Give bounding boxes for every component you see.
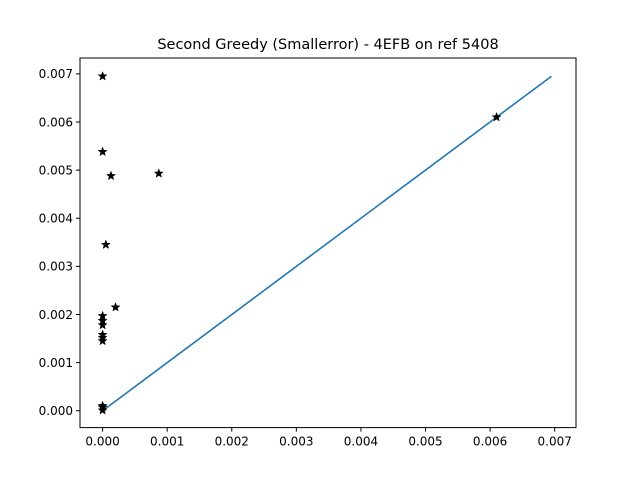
chart-title: Second Greedy (Smallerror) - 4EFB on ref…: [157, 37, 498, 53]
data-point-star: [97, 146, 108, 157]
y-tick-label: 0.006: [39, 115, 73, 129]
data-point-star: [110, 301, 121, 312]
y-axis: 0.000 0.001 0.002 0.003 0.004 0.005 0.006 0.007: [39, 67, 80, 418]
data-point-star: [97, 70, 108, 81]
x-tick-label: 0.005: [408, 435, 442, 449]
y-tick-label: 0.004: [39, 212, 73, 226]
y-tick-label: 0.000: [39, 404, 73, 418]
data-point-star: [491, 111, 502, 122]
plot-area-frame: [79, 57, 577, 429]
data-point-star: [97, 335, 108, 346]
x-tick-label: 0.006: [473, 435, 507, 449]
x-tick-label: 0.000: [85, 435, 119, 449]
x-tick-label: 0.003: [279, 435, 313, 449]
data-point-star: [100, 239, 111, 250]
data-point-star: [153, 168, 164, 178]
x-tick-label: 0.007: [538, 435, 572, 449]
y-tick-label: 0.007: [39, 67, 73, 81]
y-tick-label: 0.002: [39, 308, 73, 322]
data-point-star: [105, 170, 117, 181]
x-tick-label: 0.004: [344, 435, 378, 449]
reference-line: [102, 75, 552, 412]
y-tick-label: 0.003: [39, 260, 73, 274]
x-axis: 0.000 0.001 0.002 0.003 0.004 0.005 0.006 0.007: [85, 427, 572, 449]
x-tick-label: 0.001: [150, 435, 184, 449]
y-tick-label: 0.005: [39, 163, 73, 177]
x-tick-label: 0.002: [215, 435, 249, 449]
data-points: [97, 70, 502, 415]
data-point-star: [97, 319, 108, 330]
data-point-star: [97, 404, 108, 415]
y-tick-label: 0.001: [39, 356, 73, 370]
